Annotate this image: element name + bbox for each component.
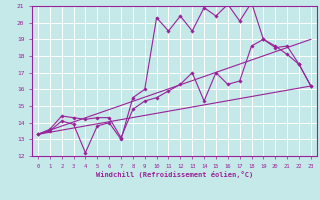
X-axis label: Windchill (Refroidissement éolien,°C): Windchill (Refroidissement éolien,°C) bbox=[96, 171, 253, 178]
